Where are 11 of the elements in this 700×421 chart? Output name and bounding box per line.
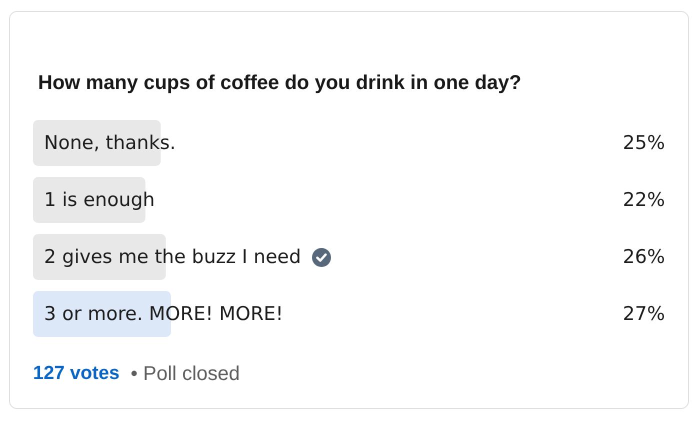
y-tick-label: 3 or more. MORE! MORE!: [44, 303, 284, 325]
text: • Poll closed: [130, 363, 240, 385]
y-tick-label: 2 gives me the buzz I need: [44, 246, 302, 268]
data-label: 26%: [622, 246, 665, 268]
data-label: 25%: [622, 132, 665, 154]
text: 127 votes: [33, 363, 120, 384]
text: How many cups of coffee do you drink in one day?: [38, 72, 522, 94]
y-tick-label: 1 is enough: [44, 189, 155, 211]
data-label: 22%: [622, 189, 665, 211]
y-tick-label: None, thanks.: [44, 132, 176, 154]
data-label: 27%: [622, 303, 665, 325]
